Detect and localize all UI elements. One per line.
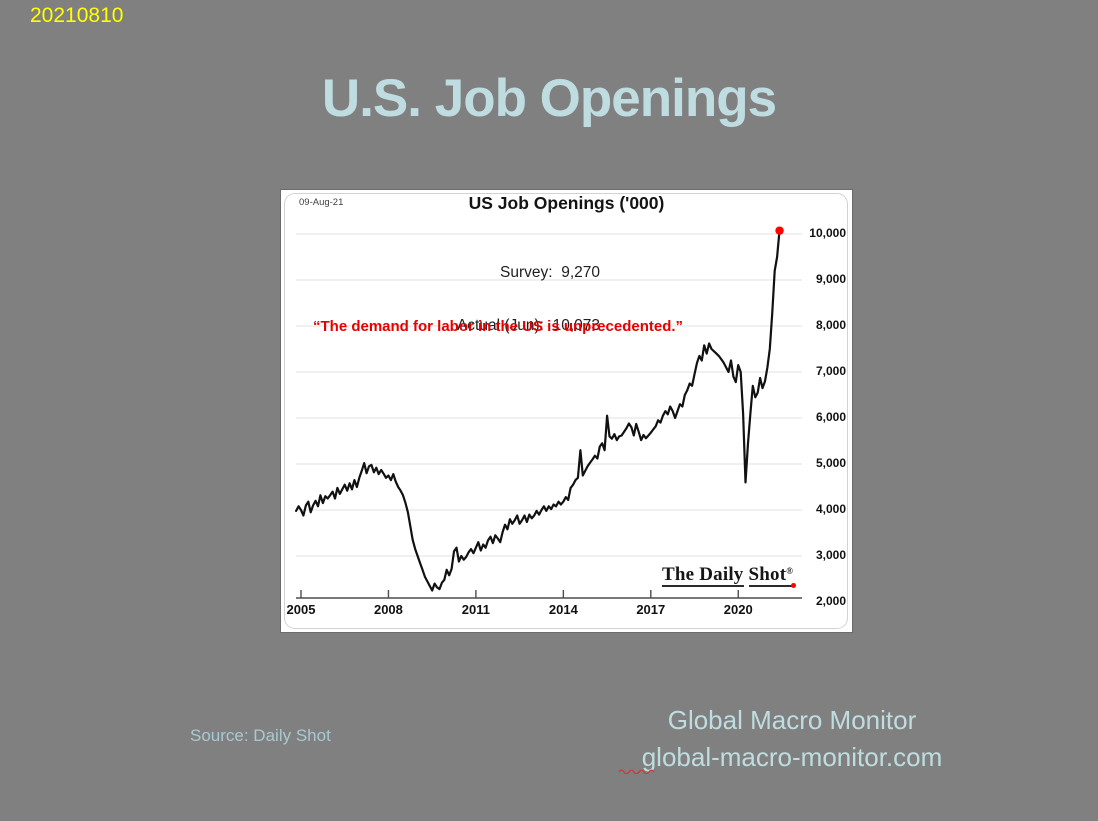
x-axis-label: 2014: [548, 602, 578, 617]
latest-point-dot: [775, 226, 784, 235]
line-chart-plot: [295, 226, 802, 599]
x-axis-label: 2011: [461, 602, 490, 617]
y-axis-label: 7,000: [815, 364, 846, 378]
brand-name: Global Macro Monitor: [667, 705, 917, 735]
slide-date-code: 20210810: [30, 4, 124, 27]
spellcheck-squiggle-icon: [618, 769, 655, 774]
daily-shot-text-1: The Daily: [662, 564, 744, 587]
footer-brand-block: Global Macro Monitor global-macro-monito…: [577, 702, 1007, 776]
brand-url: global-macro-monitor.com: [641, 742, 943, 772]
source-note: Source: Daily Shot: [190, 726, 331, 745]
y-axis-label: 9,000: [815, 272, 846, 286]
y-axis-label: 3,000: [815, 548, 846, 562]
y-axis-label: 6,000: [815, 410, 846, 424]
daily-shot-word: Shot: [748, 564, 787, 585]
y-axis-label: 2,000: [815, 594, 846, 608]
chart-annotation: Survey: 9,270 Actual (Jun): 10,073: [457, 229, 600, 369]
y-axis-label: 8,000: [815, 318, 846, 332]
page-title: U.S. Job Openings: [321, 69, 777, 128]
survey-value-text: Survey: 9,270: [500, 264, 600, 281]
x-axis-label: 2008: [373, 602, 403, 617]
y-axis-label: 10,000: [809, 226, 846, 240]
chart-quote: “The demand for labor in the US is unpre…: [313, 318, 684, 335]
daily-shot-logo: The Daily Shot®: [662, 564, 797, 588]
y-axis-label: 4,000: [815, 502, 846, 516]
registered-mark: ®: [786, 566, 794, 576]
job-openings-line: [295, 229, 781, 592]
x-axis-label: 2020: [723, 602, 753, 617]
daily-shot-text-2: Shot®: [748, 564, 794, 587]
chart-panel: 09-Aug-21 US Job Openings ('000) Survey:…: [280, 189, 853, 633]
x-axis-label: 2017: [636, 602, 666, 617]
logo-red-dot: [791, 583, 797, 588]
y-axis-label: 5,000: [815, 456, 846, 470]
actual-value-text: Actual (Jun): 10,073: [456, 316, 600, 334]
chart-date-stamp: 09-Aug-21: [299, 197, 344, 208]
chart-title: US Job Openings ('000): [468, 193, 665, 213]
x-axis-label: 2005: [286, 602, 316, 617]
